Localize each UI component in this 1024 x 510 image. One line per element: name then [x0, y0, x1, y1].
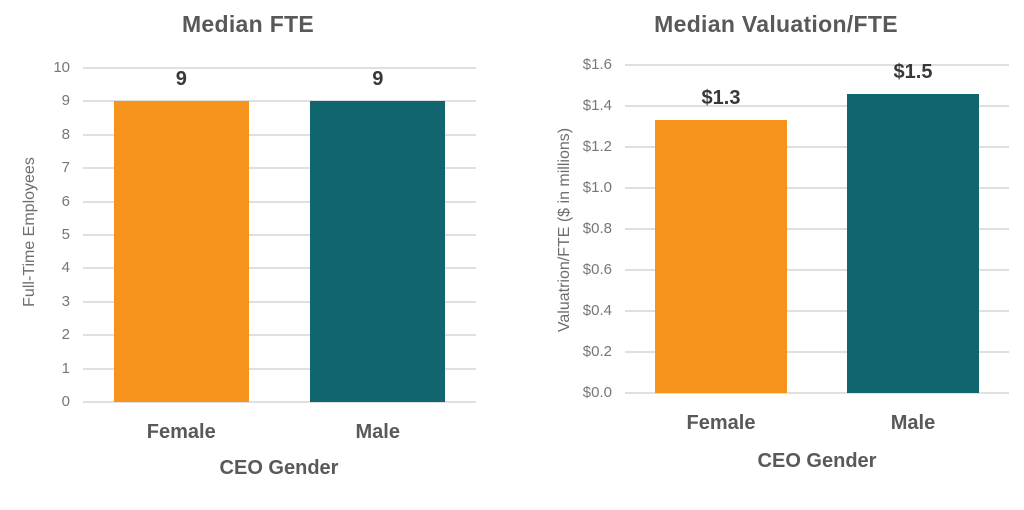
gridline: [625, 146, 1009, 148]
gridline: [83, 234, 476, 236]
y-tick-label: 0: [61, 393, 70, 410]
y-tick-label: $1.6: [582, 56, 612, 73]
x-category-label: Female: [146, 421, 216, 443]
y-tick-label: 7: [61, 159, 70, 177]
gridline: [83, 67, 476, 69]
y-tick-label: 2: [61, 326, 70, 344]
chart-median-valuation-per-fte: Median Valuation/FTE Valuatrion/FTE ($ i…: [512, 0, 1024, 510]
y-tick-label: 6: [61, 192, 70, 210]
gridline: [625, 228, 1009, 230]
x-category-label: Female: [686, 412, 756, 434]
gridline: [83, 267, 476, 270]
y-tick-label: $0.2: [582, 343, 612, 360]
bar-male: [310, 101, 446, 402]
x-axis-label: CEO Gender: [757, 450, 877, 472]
y-tick-label: $0.0: [582, 384, 612, 401]
x-axis-label: CEO Gender: [219, 457, 339, 479]
gridline: [83, 401, 476, 403]
gridline: [625, 310, 1009, 312]
gridline: [83, 200, 476, 203]
y-tick-label: 3: [61, 292, 70, 310]
y-tick-label: 10: [53, 59, 70, 76]
gridline: [625, 351, 1009, 353]
bar-value-label: $1.3: [701, 87, 741, 110]
y-tick-label: $0.6: [582, 261, 612, 278]
gridline: [625, 187, 1009, 189]
chart-title: Median FTE: [181, 11, 315, 37]
y-tick-label: $0.8: [582, 220, 612, 237]
gridline: [83, 334, 476, 337]
gridline: [83, 133, 476, 136]
y-tick-label: $0.4: [582, 302, 612, 319]
bar-value-label: 9: [372, 68, 384, 91]
gridline: [83, 300, 476, 303]
gridline: [83, 167, 476, 170]
gridline: [625, 105, 1009, 107]
y-tick-label: $1.0: [582, 179, 612, 196]
plot-area: $1.3 $1.5: [625, 61, 1009, 394]
x-category-label: Male: [890, 412, 936, 434]
bar-female: [655, 120, 787, 393]
y-tick-label: 1: [61, 359, 70, 377]
chart-title: Median Valuation/FTE: [654, 11, 898, 37]
y-tick-label: 9: [61, 92, 70, 110]
y-tick-label: 8: [61, 125, 70, 143]
y-tick-label: $1.4: [582, 97, 612, 114]
gridline: [83, 100, 476, 103]
y-tick-label: 5: [61, 226, 70, 243]
gridline: [625, 269, 1009, 271]
bar-value-label: $1.5: [893, 60, 933, 83]
x-category-label: Male: [355, 421, 400, 443]
gridline: [625, 64, 1009, 66]
y-tick-label: 4: [61, 259, 70, 277]
y-tick-label: $1.2: [582, 138, 612, 155]
bar-male: [847, 93, 979, 393]
gridline: [625, 392, 1009, 394]
gridline: [83, 367, 476, 370]
bar-value-label: 9: [175, 68, 187, 91]
bar-female: [113, 101, 249, 402]
